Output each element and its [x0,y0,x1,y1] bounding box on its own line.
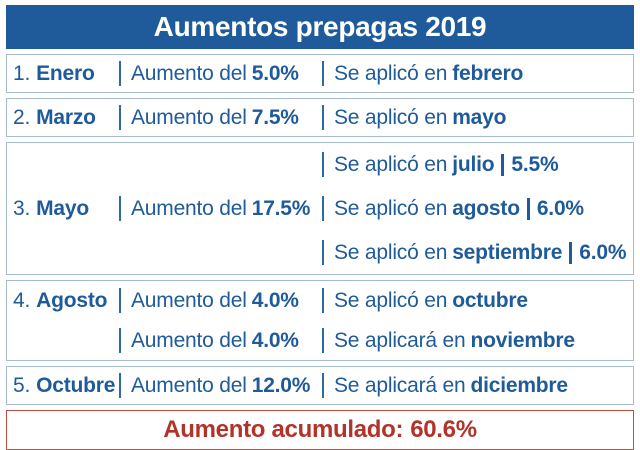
vertical-divider [119,196,121,221]
increase-cell: Aumento del 17.5% [119,196,322,221]
vertical-divider [119,105,121,130]
accumulated-label: Aumento acumulado: [163,416,404,443]
row-month: Mayo [36,196,90,220]
application-label: Se aplicó en [334,196,448,220]
application-month: agosto [452,196,520,220]
application-month: diciembre [470,373,568,397]
vertical-divider [322,240,324,265]
application-value: 6.0% [536,196,584,220]
month-cell: 4. Agosto [7,281,119,321]
increase-value: 4.0% [251,328,299,352]
application-cell: Se aplicó en octubre Se aplicará en novi… [322,281,633,361]
month-cell: 5. Octubre [7,374,119,398]
month-cell: 3. Mayo [7,197,119,221]
application-label: Se aplicará en [334,328,466,352]
vertical-divider [119,328,121,353]
increase-value: 12.0% [251,373,311,397]
increase-cell: Aumento del 7.5% [119,105,322,130]
application-cell: Se aplicará en diciembre [322,373,633,398]
application-cell: Se aplicó en febrero [322,61,633,86]
application-label: Se aplicó en [334,152,448,176]
vertical-divider [322,373,324,398]
row-month: Marzo [36,105,96,129]
application-label: Se aplicó en [334,240,448,264]
application-label: Se aplicó en [334,61,448,85]
increase-value: 17.5% [251,196,311,220]
vertical-divider [322,288,324,313]
vertical-divider [119,288,121,313]
row-month: Octubre [36,373,116,397]
vertical-divider [322,196,324,221]
increase-cell: Aumento del 12.0% [119,373,322,398]
application-month: septiembre [452,240,563,264]
vertical-divider [119,373,121,398]
vertical-divider [322,105,324,130]
table-row-marzo: 2. Marzo Aumento del 7.5% Se aplicó en m… [6,98,634,137]
increase-label: Aumento del [131,288,247,312]
infographic: Aumentos prepagas 2019 1. Enero Aumento … [6,5,634,450]
row-number: 1. [13,61,31,85]
increase-label: Aumento del [131,373,247,397]
increase-label: Aumento del [131,105,247,129]
application-cell: Se aplicó en mayo [322,105,633,130]
table-row-octubre: 5. Octubre Aumento del 12.0% Se aplicará… [6,366,634,405]
vertical-divider [322,152,324,177]
increase-cell: Aumento del 4.0% Aumento del 4.0% [119,281,322,361]
header-bar: Aumentos prepagas 2019 [6,5,634,49]
bold-divider [526,197,530,220]
increase-value: 7.5% [251,105,299,129]
vertical-divider [322,328,324,353]
application-label: Se aplicó en [334,288,448,312]
application-cell: Se aplicó en julio 5.5% Se aplicó en ago… [322,143,633,275]
increase-label: Aumento del [131,328,247,352]
increase-value: 4.0% [251,288,299,312]
row-number: 2. [13,105,31,129]
row-number: 4. [13,289,31,312]
application-month: febrero [452,61,524,85]
application-value: 6.0% [579,240,627,264]
accumulated-total-bar: Aumento acumulado: 60.6% [6,410,634,450]
table-row-enero: 1. Enero Aumento del 5.0% Se aplicó en f… [6,54,634,93]
page-title: Aumentos prepagas 2019 [153,11,487,42]
accumulated-value: 60.6% [410,416,477,443]
month-cell: 2. Marzo [7,106,119,130]
application-month: julio [452,152,495,176]
application-month: mayo [452,105,507,129]
increase-cell: Aumento del 5.0% [119,61,322,86]
application-month: octubre [452,288,528,312]
application-label: Se aplicó en [334,105,448,129]
bold-divider [501,153,505,176]
increase-value: 5.0% [251,61,299,85]
table-row-agosto: 4. Agosto Aumento del 4.0% Aumento del 4… [6,280,634,361]
application-month: noviembre [470,328,575,352]
table-row-mayo: 3. Mayo Aumento del 17.5% Se aplicó en j… [6,142,634,275]
bold-divider [569,241,573,264]
application-value: 5.5% [511,152,559,176]
vertical-divider [322,61,324,86]
month-cell: 1. Enero [7,62,119,86]
row-month: Enero [36,61,95,85]
increase-label: Aumento del [131,61,247,85]
vertical-divider [119,61,121,86]
row-number: 3. [13,196,31,220]
increase-label: Aumento del [131,196,247,220]
application-label: Se aplicará en [334,373,466,397]
row-month: Agosto [36,289,108,312]
row-number: 5. [13,373,31,397]
